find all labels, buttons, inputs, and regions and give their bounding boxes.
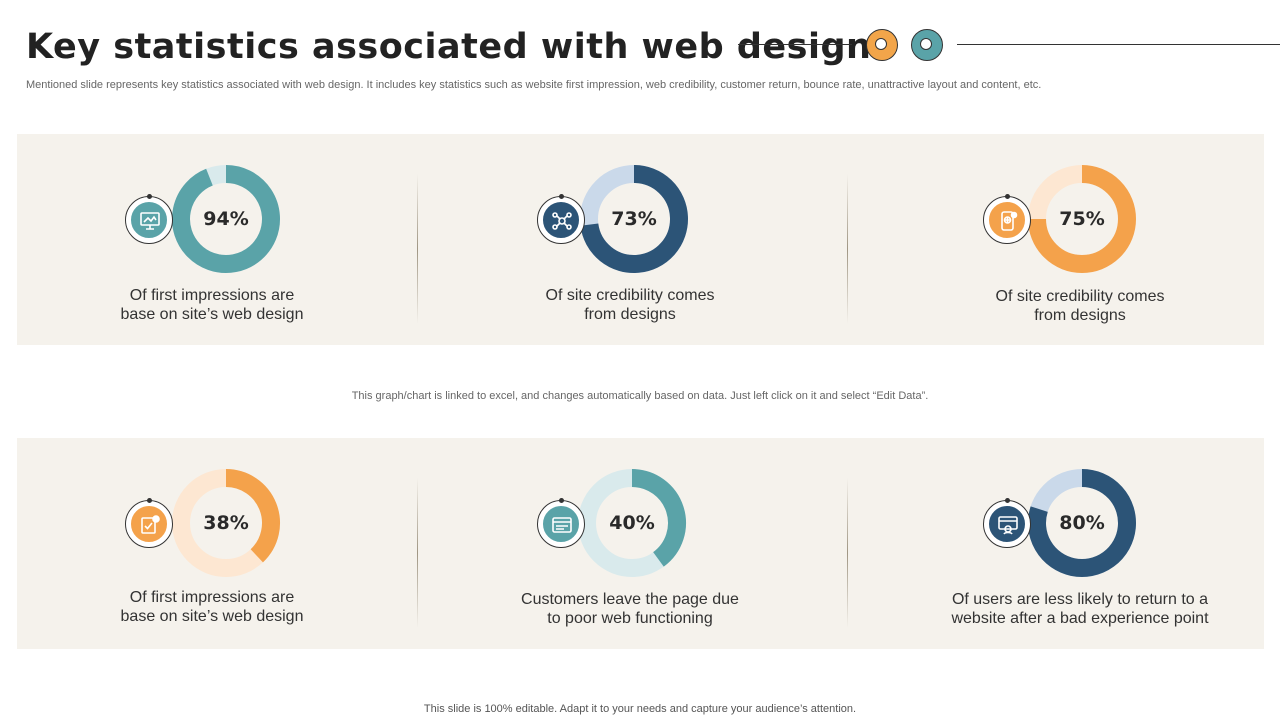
percentage-label: 94% [203,208,249,230]
donut-value-arc [1028,165,1136,273]
donut-value-arc [172,165,280,273]
badge-dot [559,498,564,503]
percentage-label: 80% [1059,512,1105,534]
stat-caption: Of site credibility comes from designs [915,287,1245,325]
stat-caption-line: Of site credibility comes [995,288,1165,305]
donut-chart [1028,165,1136,273]
network-users-icon [542,201,580,239]
column-divider [417,174,418,324]
page-title: Key statistics associated with web desig… [26,27,872,67]
stat-caption-line: Of site credibility comes [545,287,715,304]
donut-value-arc [580,165,688,273]
badge-dot [1005,194,1010,199]
badge-dot [147,498,152,503]
donut-chart [1028,469,1136,577]
badge-dot [559,194,564,199]
icon-badge [983,498,1031,548]
chart-edit-note: This graph/chart is linked to excel, and… [351,390,929,402]
checklist-icon [130,505,168,543]
stat-card: 40% Customers leave the page due to poor w… [465,438,795,649]
stat-caption-line: Customers leave the page due [521,591,739,608]
title-rule-left [738,44,852,45]
stat-caption: Of site credibility comes from designs [465,286,795,324]
web-user-icon [988,505,1026,543]
stats-panel-bottom: 38% Of first impressions are base on site’… [17,438,1264,649]
stat-card: 38% Of first impressions are base on site’… [47,438,377,649]
icon-badge [983,194,1031,244]
presentation-icon [130,201,168,239]
badge-dot [1005,498,1010,503]
icon-badge [537,194,585,244]
stat-caption-line: Of first impressions are [129,589,295,606]
decorative-orange-circle [866,29,898,61]
donut-value-arc [225,469,280,563]
donut-chart [580,165,688,273]
percentage-label: 40% [609,512,655,534]
page-subtitle: Mentioned slide represents key statistic… [26,79,1042,91]
stat-caption-line: Of first impressions are [129,287,295,304]
donut-value-arc [631,469,686,567]
stat-card: 80% Of users are less likely to return to… [915,438,1245,649]
stats-panel-top: 94% Of first impressions are base on site’… [17,134,1264,345]
footer-note: This slide is 100% editable. Adapt it to… [423,703,857,715]
column-divider [417,478,418,628]
stat-caption-line: base on site’s web design [120,306,304,323]
stat-caption-line: from designs [1034,307,1126,324]
stat-caption-line: to poor web functioning [547,610,713,627]
column-divider [847,174,848,324]
mobile-web-icon [988,201,1026,239]
stat-card: 75% Of site credibility comes from designs [915,134,1245,345]
stat-caption: Of users are less likely to return to a w… [915,590,1245,628]
stat-caption-line: Of users are less likely to return to a [951,591,1209,608]
icon-badge [125,194,173,244]
badge-dot [147,194,152,199]
stat-caption: Of first impressions are base on site’s w… [47,588,377,626]
stat-card: 73% Of site credibility comes from designs [465,134,795,345]
donut-chart [172,165,280,273]
browser-window-icon [542,505,580,543]
percentage-label: 38% [203,512,249,534]
icon-badge [125,498,173,548]
stat-caption: Of first impressions are base on site’s w… [47,286,377,324]
icon-badge [537,498,585,548]
stat-caption-line: website after a bad experience point [951,610,1209,627]
title-rule-right [957,44,1280,45]
stat-caption-line: from designs [584,306,676,323]
column-divider [847,478,848,628]
decorative-teal-circle [911,29,943,61]
stat-caption: Customers leave the page due to poor web … [465,590,795,628]
donut-chart [578,469,686,577]
donut-value-arc [1028,469,1136,577]
stat-card: 94% Of first impressions are base on site’… [47,134,377,345]
percentage-label: 75% [1059,208,1105,230]
donut-chart [172,469,280,577]
stat-caption-line: base on site’s web design [120,608,304,625]
percentage-label: 73% [611,208,657,230]
